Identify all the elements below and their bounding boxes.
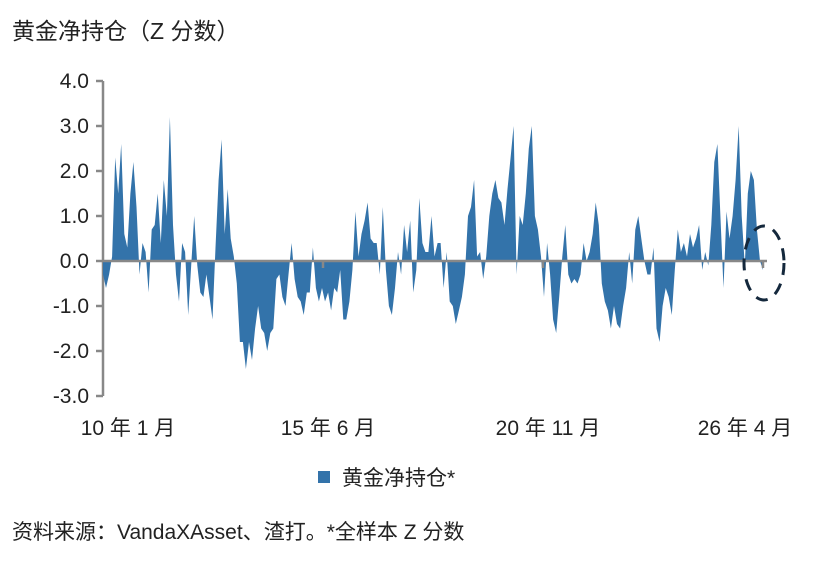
legend-swatch (318, 471, 330, 483)
x-axis: 10 年 1 月 15 年 6 月 20 年 11 月 26 年 4 月 (81, 259, 793, 440)
y-tick-label: 1.0 (60, 205, 89, 228)
legend: 黄金净持仓* (318, 462, 455, 492)
y-tick-label: 4.0 (60, 70, 89, 93)
y-tick-label: 0.0 (60, 250, 89, 273)
y-tick-label: -3.0 (53, 385, 89, 408)
x-tick-label: 10 年 1 月 (81, 417, 176, 440)
x-tick-label: 20 年 11 月 (496, 417, 601, 440)
chart-title: 黄金净持仓（Z 分数） (12, 18, 240, 44)
y-axis: 4.0 3.0 2.0 1.0 0.0 -1.0 -2.0 -3.0 (53, 70, 105, 408)
x-tick-label: 26 年 4 月 (698, 417, 793, 440)
legend-label: 黄金净持仓* (342, 467, 456, 490)
y-tick-label: -2.0 (53, 340, 89, 363)
source-note: 资料来源：VandaXAsset、渣打。*全样本 Z 分数 (12, 521, 465, 544)
area-series-gold-net-position (103, 117, 763, 369)
y-tick-label: 3.0 (60, 115, 89, 138)
dashed-ellipse-annotation (742, 224, 786, 302)
y-tick-label: -1.0 (53, 295, 89, 318)
x-tick-label: 15 年 6 月 (281, 417, 376, 440)
y-tick-label: 2.0 (60, 160, 89, 183)
